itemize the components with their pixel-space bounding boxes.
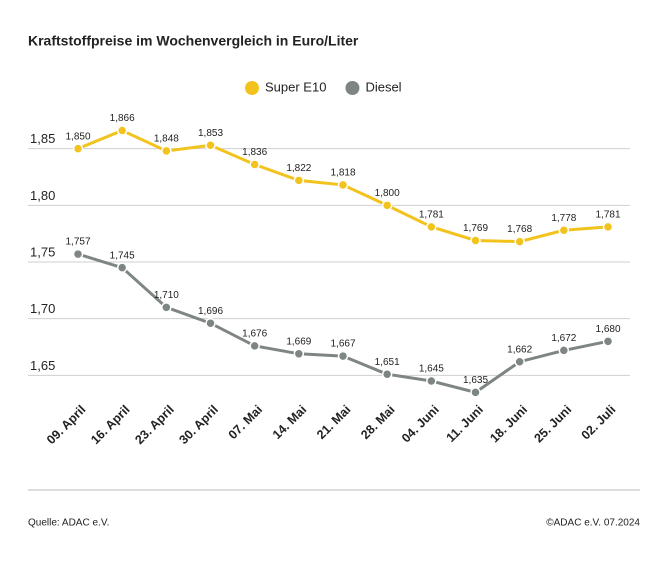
data-label: 1,745 [110, 250, 135, 261]
data-label: 1,768 [507, 224, 532, 235]
data-point [249, 159, 260, 170]
x-tick-label: 07. Mai [226, 403, 265, 442]
data-label: 1,836 [242, 147, 267, 158]
y-tick-label: 1,85 [30, 131, 55, 146]
data-label: 1,778 [551, 213, 576, 224]
data-label: 1,769 [463, 223, 488, 234]
legend-label: Diesel [365, 79, 401, 94]
data-point [249, 340, 260, 352]
data-label: 1,710 [154, 290, 179, 301]
credit: ©ADAC e.V. 07.2024 [546, 518, 640, 529]
x-tick-label: 11. Juni [444, 403, 486, 445]
data-label: 1,676 [242, 329, 267, 340]
data-label: 1,853 [198, 128, 223, 139]
data-label: 1,667 [330, 339, 355, 350]
data-point [602, 221, 614, 233]
data-point [426, 221, 437, 233]
data-label: 1,818 [330, 168, 355, 179]
x-tick-label: 02. Juli [579, 403, 619, 443]
data-label: 1,848 [154, 134, 179, 145]
x-tick-label: 21. Mai [314, 403, 353, 442]
data-label: 1,757 [65, 237, 90, 248]
data-point [426, 375, 437, 387]
x-tick-label: 04. Juni [399, 403, 442, 446]
data-label: 1,662 [507, 344, 532, 355]
data-label: 1,866 [110, 113, 135, 124]
data-label: 1,672 [551, 333, 576, 344]
x-tick-label: 14. Mai [270, 403, 309, 442]
data-label: 1,800 [375, 188, 400, 199]
data-label: 1,680 [595, 324, 620, 335]
source: Quelle: ADAC e.V. [28, 518, 109, 529]
data-point [116, 262, 128, 273]
data-point [470, 387, 481, 398]
y-tick-label: 1,70 [30, 301, 55, 316]
series-line [77, 252, 609, 394]
data-point [72, 143, 84, 154]
x-tick-label: 16. April [88, 403, 132, 447]
data-point [558, 345, 570, 356]
data-point [381, 368, 393, 380]
data-label: 1,651 [375, 357, 400, 368]
x-tick-label: 18. Juni [487, 403, 530, 446]
data-point [161, 302, 172, 313]
y-tick-label: 1,80 [30, 188, 55, 203]
legend-marker [345, 81, 360, 95]
y-tick-label: 1,65 [30, 358, 55, 373]
x-tick-label: 30. April [177, 403, 221, 447]
data-point [72, 248, 84, 260]
legend-marker [245, 81, 259, 95]
data-point [293, 175, 305, 186]
data-label: 1,669 [286, 336, 311, 347]
data-point [116, 125, 128, 136]
legend-label: Super E10 [265, 79, 326, 94]
data-point [205, 140, 216, 151]
x-tick-label: 23. April [132, 403, 176, 447]
data-label: 1,781 [595, 210, 620, 221]
y-tick-label: 1,75 [30, 244, 55, 259]
data-point [558, 225, 570, 236]
data-point [514, 356, 525, 367]
data-point [602, 336, 614, 347]
data-point [514, 236, 525, 247]
chart-title: Kraftstoffpreise im Wochenvergleich in E… [28, 33, 359, 49]
x-tick-label: 28. Mai [358, 403, 397, 442]
x-tick-label: 09. April [44, 403, 88, 447]
data-label: 1,696 [198, 306, 223, 317]
data-label: 1,781 [419, 210, 444, 221]
data-label: 1,850 [65, 131, 90, 142]
data-label: 1,645 [419, 364, 444, 375]
data-point [337, 350, 349, 362]
data-point [293, 348, 305, 360]
data-point [470, 235, 481, 246]
data-point [337, 179, 349, 191]
x-tick-label: 25. Juni [531, 403, 574, 446]
data-label: 1,635 [463, 375, 488, 386]
data-label: 1,822 [286, 163, 311, 174]
data-point [205, 317, 216, 329]
data-point [381, 200, 393, 211]
data-point [161, 145, 172, 157]
